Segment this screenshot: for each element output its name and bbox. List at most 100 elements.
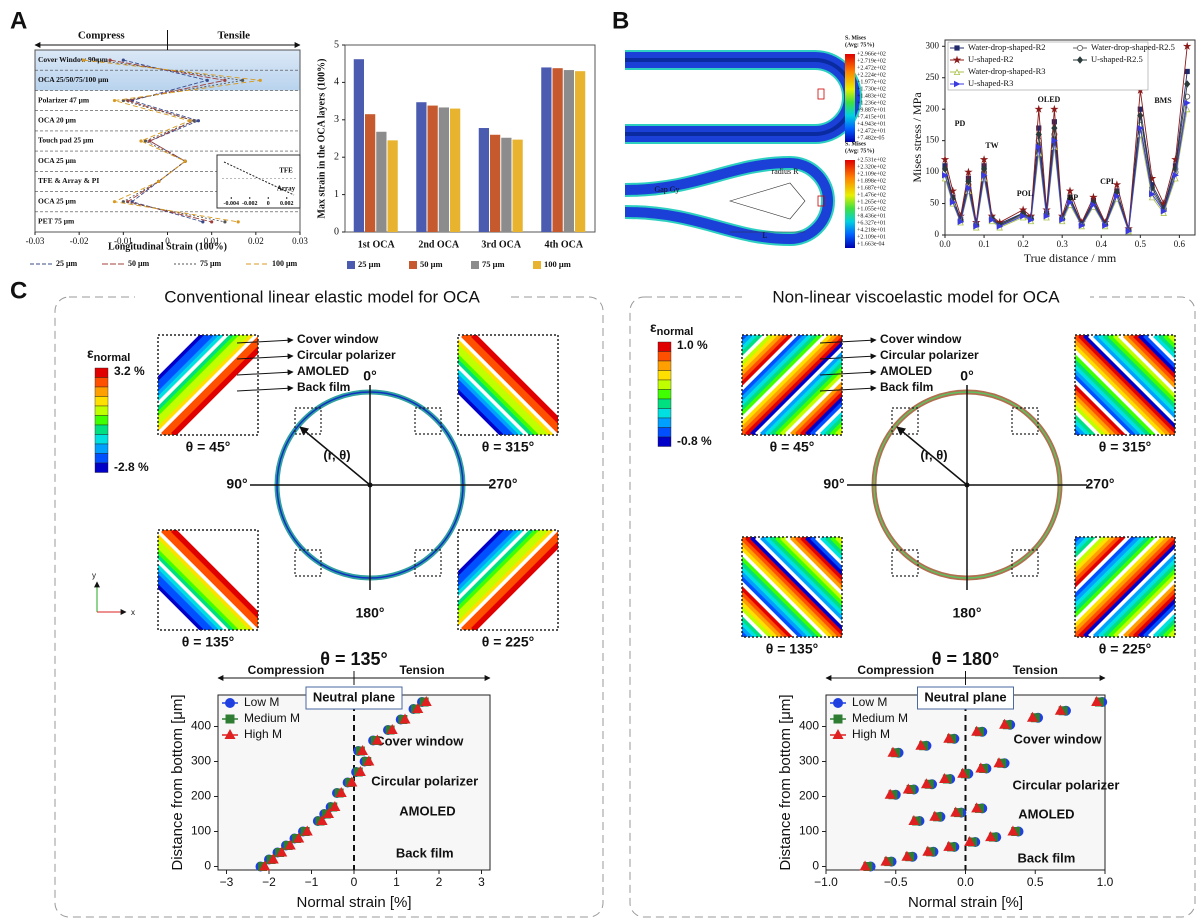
- stripe: [1075, 537, 1147, 611]
- y-tick-label: 5: [334, 39, 339, 50]
- stripe: [775, 537, 842, 606]
- stripe: [1075, 537, 1097, 561]
- x-tick-label: 0.2: [1018, 239, 1029, 249]
- neutral-box: [305, 686, 403, 710]
- strain-point: [1026, 711, 1038, 722]
- stress-point: [1035, 130, 1042, 139]
- annotation: Neutral plane: [924, 689, 1006, 704]
- strain-point: [121, 200, 125, 204]
- strain-point: [908, 815, 920, 825]
- colorbar-cell: [94, 386, 109, 397]
- stripe: [1103, 563, 1175, 637]
- strain-point: [957, 767, 969, 778]
- y-tick-label: 100: [799, 824, 819, 838]
- stripe: [795, 386, 842, 435]
- stripe: [742, 335, 824, 419]
- strain-point: [1054, 704, 1066, 715]
- stress-point: [957, 218, 965, 226]
- stripe: [1088, 548, 1175, 637]
- strain-point: [929, 810, 941, 821]
- panel-label: A: [10, 7, 27, 34]
- x-tick-label: -0.004: [224, 201, 240, 207]
- leader: [819, 337, 877, 344]
- x-tick-label: 0: [351, 875, 358, 889]
- stripe: [1075, 537, 1175, 637]
- strain-point: [887, 746, 899, 757]
- angle-label: 90°: [823, 476, 844, 492]
- x-tick-label: 3: [478, 875, 485, 889]
- stripe: [755, 537, 842, 626]
- x-tick-label: −3: [220, 875, 234, 889]
- stripe: [742, 335, 834, 429]
- strain-point: [1091, 696, 1103, 706]
- polar-arrow: [896, 426, 968, 486]
- stripe: [742, 608, 769, 637]
- colorbar-cell: [657, 379, 672, 390]
- stripe: [790, 537, 842, 591]
- contour-value: +1.476e+02: [857, 192, 886, 198]
- stripe: [742, 335, 842, 435]
- strain-point: [971, 725, 983, 736]
- strain-point: [993, 757, 1005, 768]
- bar: [427, 105, 438, 232]
- stripe: [158, 335, 220, 399]
- stripe: [1075, 396, 1112, 435]
- colorbar-cell: [657, 341, 672, 352]
- annotation: Neutral plane: [313, 689, 395, 704]
- colorbar-cell: [657, 436, 672, 447]
- x-tick-label: 0.3: [1057, 239, 1069, 249]
- inset-label: θ = 315°: [482, 439, 534, 455]
- bar: [478, 128, 489, 232]
- stripe: [742, 537, 842, 637]
- stripe: [471, 335, 558, 424]
- stripe: [1173, 633, 1175, 637]
- strain-point: [258, 78, 262, 82]
- stripe: [1075, 346, 1162, 435]
- inset-frame: [457, 334, 559, 436]
- layer-label: OCA 25 μm: [38, 196, 77, 205]
- stripe: [166, 341, 258, 435]
- stripe: [158, 335, 225, 404]
- bar: [501, 137, 512, 232]
- legend-label: U-shaped-R3: [968, 78, 1013, 88]
- strain-point: [259, 860, 271, 871]
- inset-label: θ = 135°: [182, 634, 234, 650]
- stripe: [461, 335, 558, 434]
- stripe: [1075, 401, 1107, 435]
- x-tick-label: -0.02: [70, 236, 89, 246]
- stress-point: [1148, 193, 1156, 201]
- x-tick-label: 1: [393, 875, 400, 889]
- inset-frame: [157, 334, 259, 436]
- inset-frame: [216, 154, 301, 209]
- annotation: POL: [1017, 189, 1033, 198]
- stripe: [158, 335, 235, 414]
- stress-point: [973, 222, 980, 230]
- stress-point: [1182, 41, 1192, 50]
- contour-value: +1.898e+02: [857, 178, 886, 184]
- legend-label: 25 μm: [358, 259, 381, 269]
- strain-point: [81, 58, 86, 62]
- zoom-box: [1011, 407, 1039, 435]
- stripe: [1148, 608, 1175, 637]
- polar-label: (r, θ): [920, 447, 947, 462]
- contour-value: +4.218e+01: [857, 227, 886, 233]
- stripe: [458, 335, 558, 435]
- strain-point: [985, 831, 997, 842]
- strain-point: [354, 766, 366, 776]
- stripe: [1075, 431, 1077, 435]
- stripe: [760, 351, 842, 435]
- stripe: [742, 335, 774, 369]
- strain-point: [939, 773, 951, 783]
- annotation: TW: [985, 141, 998, 150]
- strain-point: [192, 119, 196, 123]
- contour-value: +6.327e+01: [857, 220, 886, 226]
- legend-label: 25 μm: [56, 259, 78, 268]
- stress-point: [1160, 207, 1168, 215]
- inset-frame: [741, 536, 843, 638]
- stripe: [1143, 335, 1175, 369]
- strain-point: [971, 802, 983, 813]
- stripe: [161, 530, 258, 629]
- legend-marker: [952, 55, 962, 64]
- x-tick-label: 4th OCA: [544, 239, 583, 250]
